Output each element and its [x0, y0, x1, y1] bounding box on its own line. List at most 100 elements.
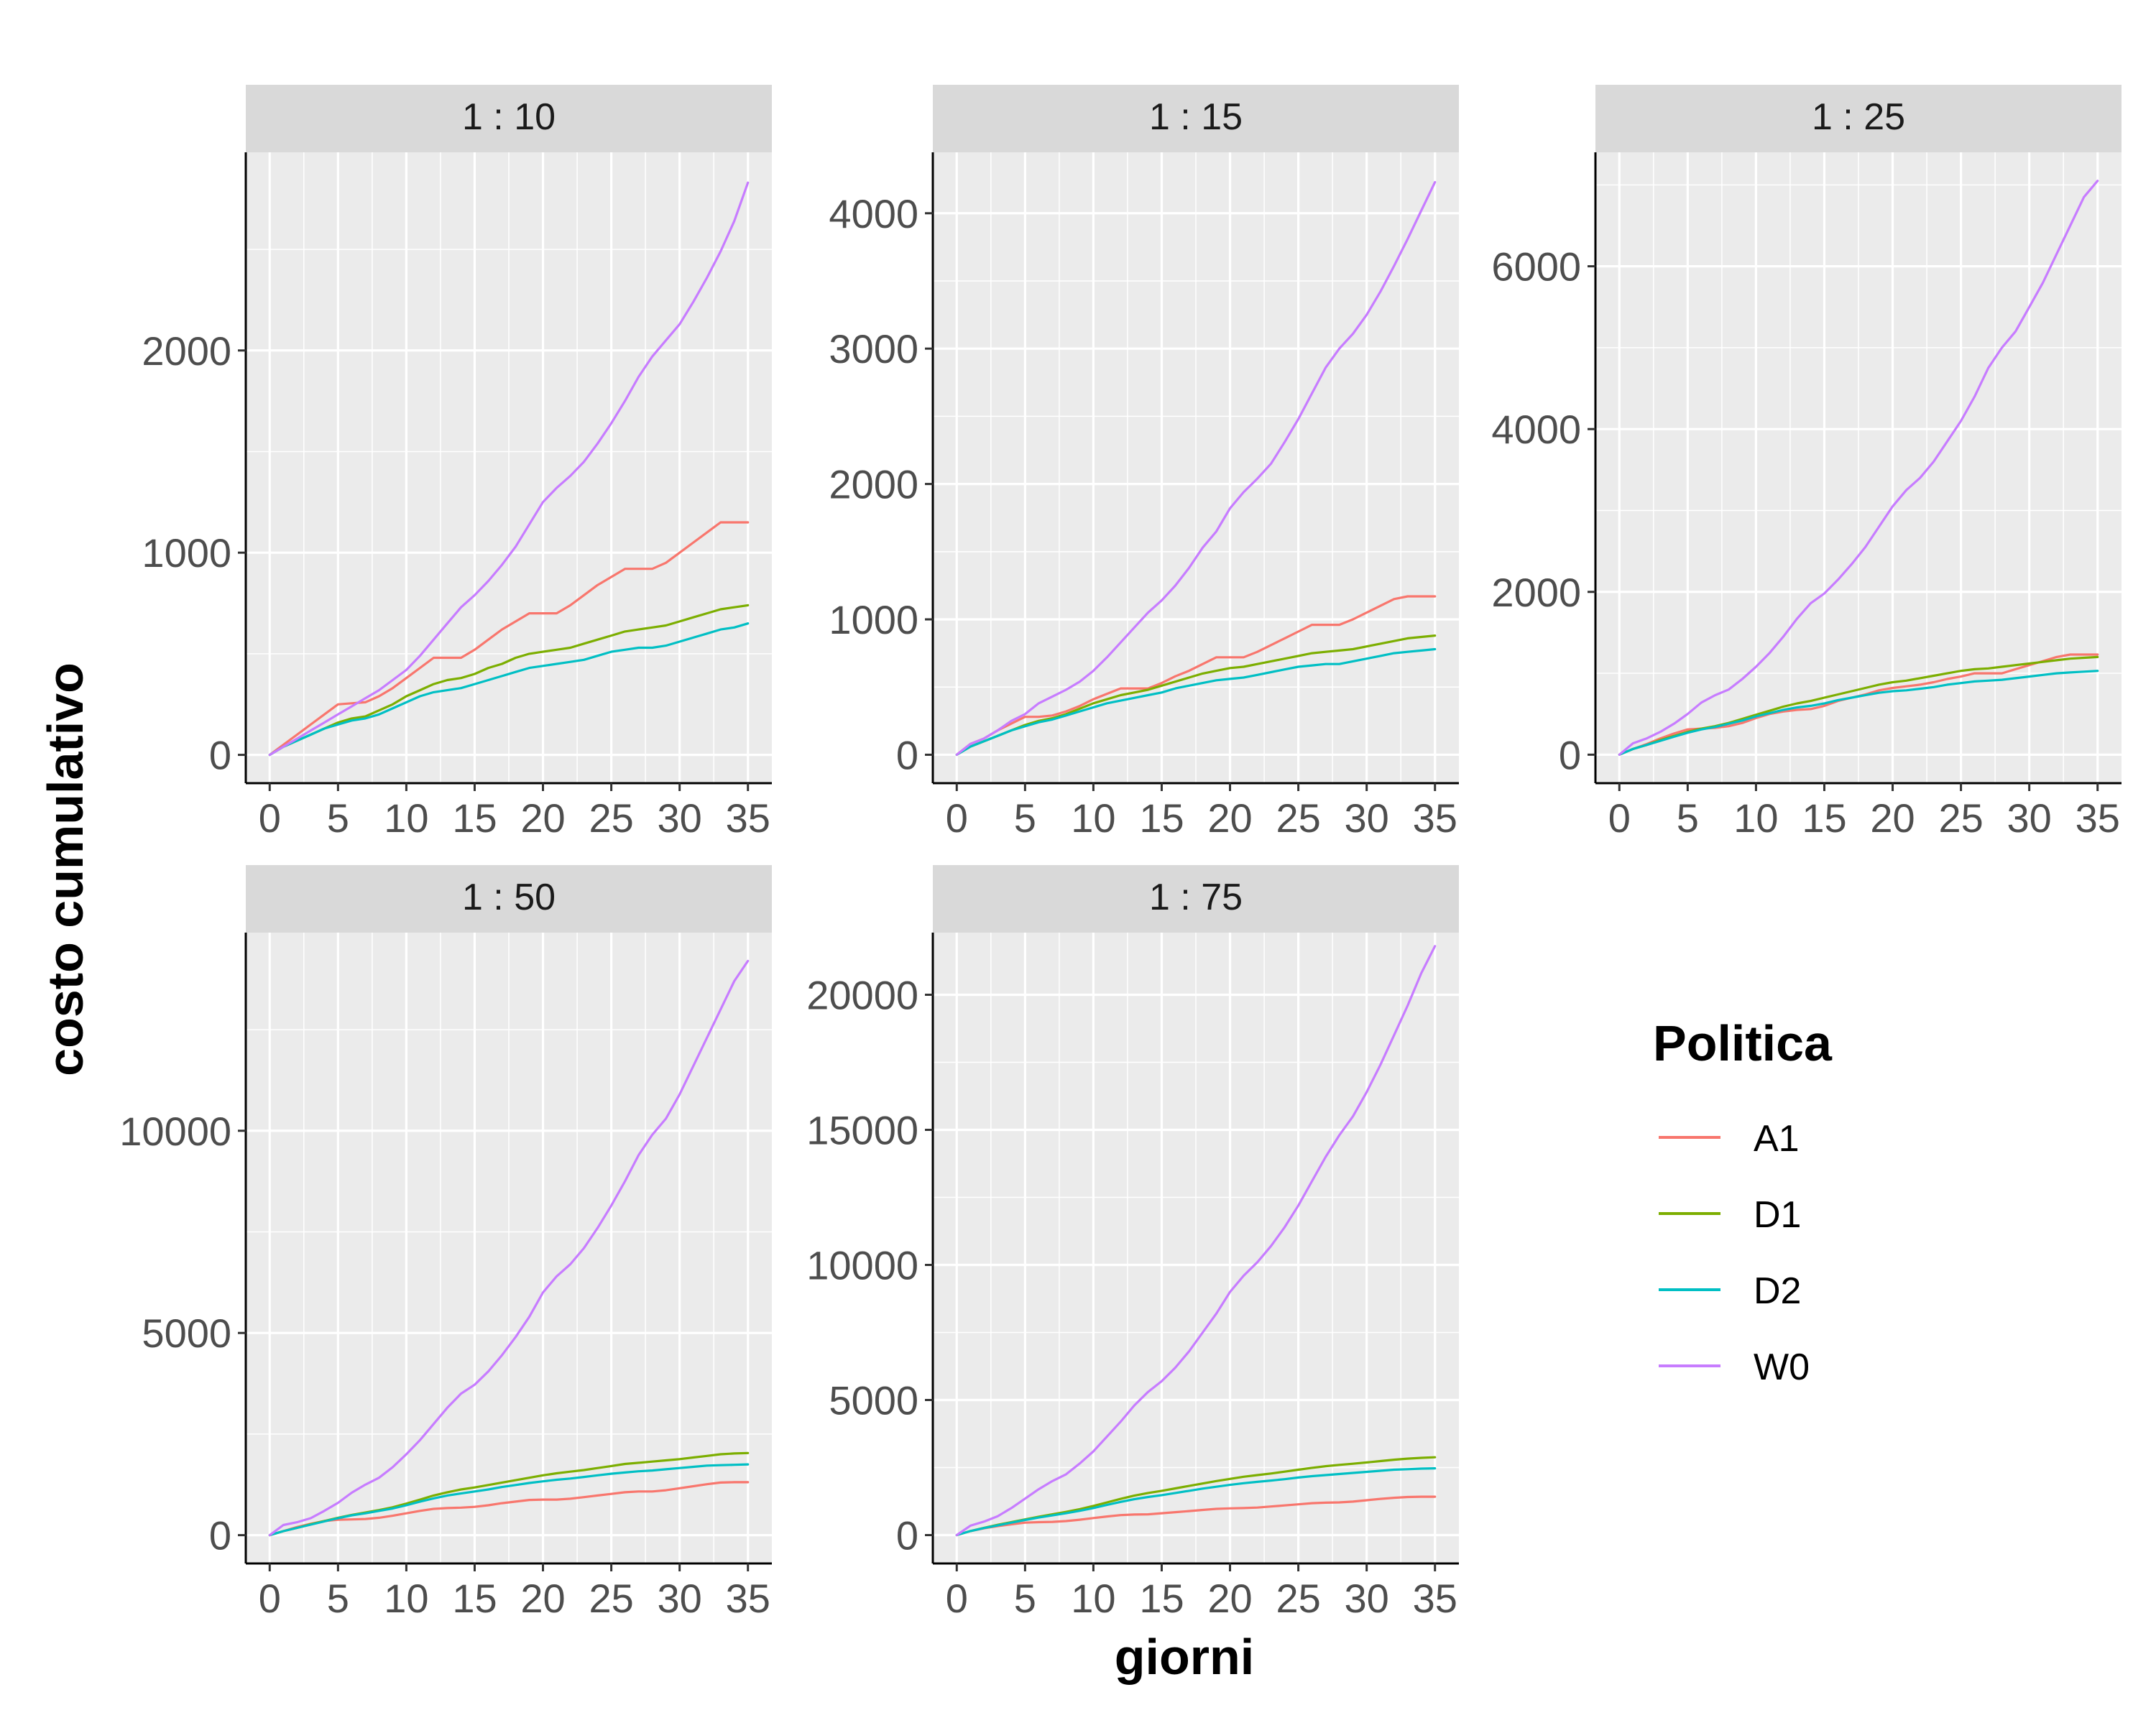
y-tick-label: 0: [1559, 732, 1581, 777]
series-line-d2: [268, 1463, 750, 1537]
legend-label-w0: W0: [1754, 1346, 1810, 1388]
panel-strip: [246, 85, 772, 152]
x-tick-label: 20: [520, 795, 565, 841]
series-line-w0: [268, 959, 750, 1537]
y-tick-label: 6000: [1491, 244, 1581, 290]
x-tick-label: 15: [1139, 1576, 1184, 1621]
x-tick-label: 30: [1345, 795, 1389, 841]
y-tick-label: 0: [896, 732, 918, 777]
legend-label-d2: D2: [1754, 1270, 1801, 1312]
x-tick-label: 30: [1345, 1576, 1389, 1621]
x-tick-label: 15: [452, 795, 497, 841]
x-tick-label: 5: [1014, 795, 1036, 841]
legend-key-a1: A1: [1659, 1118, 1800, 1160]
legend-key-d1: D1: [1659, 1194, 1801, 1236]
x-tick-label: 20: [1870, 795, 1915, 841]
panel-strip-label: 1 : 15: [1149, 96, 1243, 138]
legend: Politica A1 D1 D2 W0: [1653, 1015, 1833, 1388]
x-tick-label: 15: [452, 1576, 497, 1621]
x-tick-label: 30: [2007, 795, 2052, 841]
x-tick-label: 35: [726, 795, 770, 841]
series-line-d1: [268, 604, 750, 757]
x-tick-label: 35: [726, 1576, 770, 1621]
y-tick-label: 1000: [829, 597, 918, 642]
x-tick-label: 10: [384, 1576, 428, 1621]
y-tick-label: 10000: [119, 1109, 231, 1154]
legend-label-d1: D1: [1754, 1194, 1801, 1236]
panel-strip: [933, 85, 1459, 152]
x-axis-title: giorni: [1115, 1629, 1254, 1685]
series-line-w0: [955, 180, 1437, 757]
panel-strip: [933, 865, 1459, 933]
series-line-d2: [955, 1466, 1437, 1537]
x-tick-label: 30: [658, 1576, 702, 1621]
y-tick-label: 2000: [829, 462, 918, 507]
x-tick-label: 5: [1014, 1576, 1036, 1621]
x-tick-label: 25: [589, 795, 633, 841]
x-tick-label: 5: [1677, 795, 1699, 841]
panel-strip-label: 1 : 75: [1149, 877, 1243, 918]
series-line-w0: [955, 945, 1437, 1537]
x-tick-label: 10: [1733, 795, 1778, 841]
panel-strip-label: 1 : 25: [1812, 96, 1905, 138]
y-tick-label: 15000: [806, 1107, 918, 1152]
x-tick-label: 20: [520, 1576, 565, 1621]
series-line-a1: [268, 521, 750, 757]
panel-strip-label: 1 : 10: [462, 96, 556, 138]
x-tick-label: 5: [327, 795, 349, 841]
x-tick-label: 10: [1071, 795, 1115, 841]
series-line-d1: [955, 634, 1437, 757]
x-tick-label: 10: [384, 795, 428, 841]
y-tick-label: 4000: [1491, 407, 1581, 452]
series-line-a1: [955, 1495, 1437, 1537]
y-tick-label: 0: [896, 1513, 918, 1558]
y-tick-label: 2000: [1491, 570, 1581, 615]
panel-strip: [246, 865, 772, 933]
legend-key-d2: D2: [1659, 1270, 1801, 1312]
y-tick-label: 0: [209, 1513, 231, 1558]
series-line-a1: [268, 1481, 750, 1537]
series-line-a1: [955, 595, 1437, 757]
y-tick-label: 3000: [829, 326, 918, 371]
x-tick-label: 35: [1413, 1576, 1457, 1621]
x-tick-label: 0: [946, 1576, 968, 1621]
panel-strip: [1595, 85, 2122, 152]
panel-4: 1 : 50 0 5 10 15 20 25 30 35 0 5000 10000: [119, 865, 772, 1621]
x-tick-label: 25: [1938, 795, 1983, 841]
x-tick-label: 20: [1207, 795, 1252, 841]
legend-key-w0: W0: [1659, 1346, 1810, 1388]
x-tick-label: 20: [1207, 1576, 1252, 1621]
series-line-w0: [1618, 180, 2099, 756]
y-axis-title: costo cumulativo: [37, 662, 93, 1076]
series-line-d2: [1618, 670, 2099, 756]
y-tick-label: 4000: [829, 191, 918, 236]
x-tick-label: 30: [658, 795, 702, 841]
x-tick-label: 25: [1276, 1576, 1320, 1621]
y-tick-label: 20000: [806, 972, 918, 1017]
y-tick-label: 2000: [142, 328, 231, 374]
y-tick-label: 0: [209, 733, 231, 778]
x-tick-label: 10: [1071, 1576, 1115, 1621]
x-tick-label: 0: [259, 1576, 281, 1621]
x-tick-label: 15: [1139, 795, 1184, 841]
x-tick-label: 35: [2076, 795, 2120, 841]
x-tick-label: 15: [1802, 795, 1846, 841]
series-line-d2: [955, 647, 1437, 757]
x-tick-label: 5: [327, 1576, 349, 1621]
legend-title: Politica: [1653, 1015, 1833, 1071]
panel-5: 1 : 75 0 5 10 15 20 25 30 35 0 5000 10000 15000 20000: [806, 865, 1459, 1621]
y-tick-label: 5000: [142, 1311, 231, 1356]
series-line-w0: [268, 181, 750, 757]
series-line-d2: [268, 622, 750, 757]
x-tick-label: 0: [1608, 795, 1631, 841]
x-tick-label: 35: [1413, 795, 1457, 841]
y-tick-label: 5000: [829, 1378, 918, 1423]
x-tick-label: 0: [259, 795, 281, 841]
x-tick-label: 0: [946, 795, 968, 841]
